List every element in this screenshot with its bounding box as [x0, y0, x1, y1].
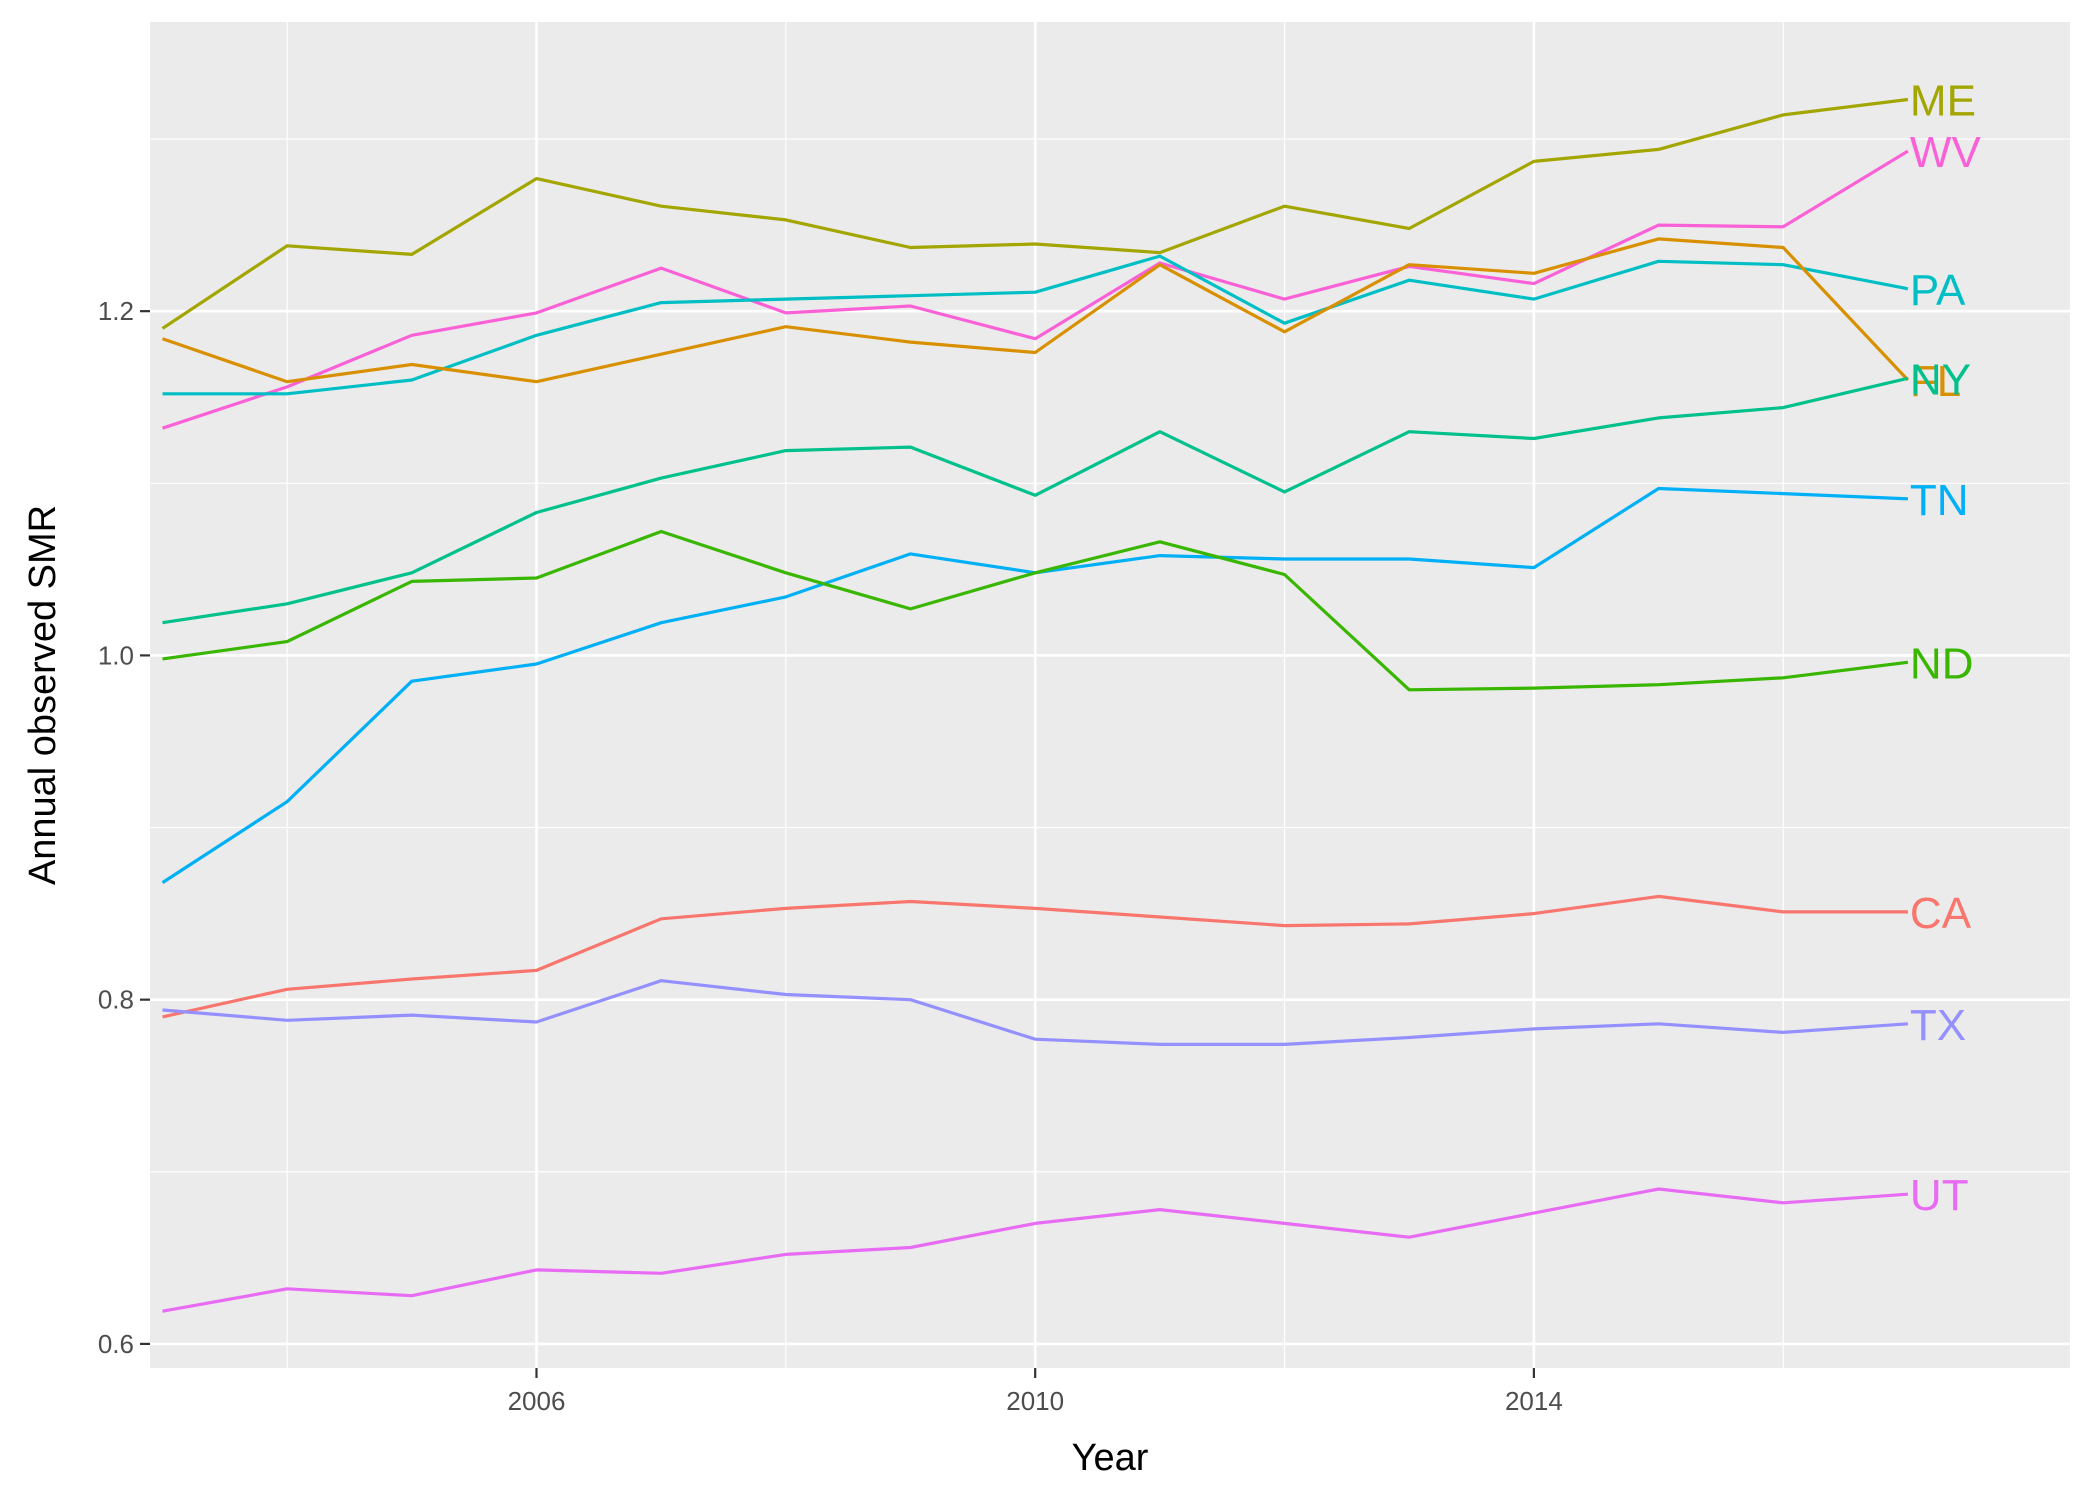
y-tick-label: 0.8 — [98, 985, 134, 1015]
series-line-fl — [161, 237, 1910, 384]
series-label-fl: FL — [1910, 357, 1961, 406]
series-line-ca — [162, 894, 1908, 1019]
series-line-ny — [162, 376, 1909, 625]
series-label-ny: NY — [1910, 355, 1971, 404]
x-tick-label: 2006 — [508, 1386, 566, 1416]
y-tick-label: 1.0 — [98, 640, 134, 670]
series-label-me: ME — [1910, 76, 1976, 125]
series-line-pa — [162, 254, 1909, 396]
series-label-tx: TX — [1910, 1001, 1966, 1050]
series-label-wv: WV — [1910, 128, 1982, 177]
series-label-ut: UT — [1910, 1171, 1969, 1220]
series-line-me — [161, 97, 1909, 330]
y-axis-title: Annual observed SMR — [22, 505, 64, 885]
x-tick-label: 2014 — [1505, 1386, 1563, 1416]
y-tick-label: 1.2 — [98, 296, 134, 326]
series-label-tn: TN — [1910, 476, 1969, 525]
series-label-ca: CA — [1910, 889, 1972, 938]
x-tick-label: 2010 — [1006, 1386, 1064, 1416]
plot-panel — [150, 22, 2070, 1368]
series-label-pa: PA — [1910, 266, 1966, 315]
x-tick-labels: 2006 2010 2014 — [508, 1386, 1563, 1416]
series-line-tx — [162, 979, 1909, 1047]
x-axis-title: Year — [1072, 1437, 1149, 1479]
series-label-nd: ND — [1910, 639, 1974, 688]
series-line-ut — [162, 1187, 1909, 1313]
y-tick-labels: 0.6 0.8 1.0 1.2 — [98, 296, 134, 1359]
series-lines — [161, 97, 1910, 1313]
axis-ticks — [140, 310, 1535, 1378]
series-line-nd — [162, 529, 1909, 692]
series-line-wv — [161, 149, 1909, 430]
major-gridlines — [150, 22, 2070, 1368]
y-tick-label: 0.6 — [98, 1329, 134, 1359]
